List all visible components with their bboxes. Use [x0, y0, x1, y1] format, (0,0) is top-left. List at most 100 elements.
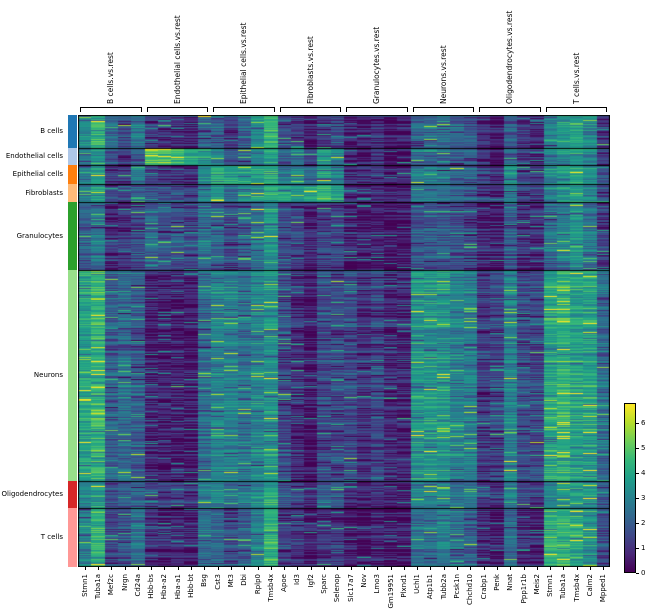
colorbar-tick [636, 423, 639, 424]
gene-label: Chchd10 [466, 574, 475, 605]
gene-tick [550, 567, 551, 570]
gene-label: Slc17a7 [346, 574, 355, 602]
gene-tick [377, 567, 378, 570]
gene-label: Stmn1 [80, 574, 89, 597]
column-bracket-label: Neurons.vs.rest [438, 45, 448, 104]
row-label: Endothelial cells [5, 152, 63, 160]
row-label: Granulocytes [16, 231, 63, 240]
row-label: B cells [40, 127, 63, 135]
gene-tick [151, 567, 152, 570]
row-color-band-segment [68, 148, 77, 165]
gene-label: Rplp0 [253, 574, 262, 595]
gene-label: Sparc [320, 574, 329, 594]
gene-tick [311, 567, 312, 570]
colorbar-tick [636, 498, 639, 499]
colorbar-tick [636, 573, 639, 574]
gene-label: Hba-a2 [160, 574, 169, 600]
gene-tick [178, 567, 179, 570]
gene-label: Cst3 [213, 574, 222, 590]
gene-label: Mt3 [226, 574, 235, 588]
gene-label: Id3 [293, 574, 302, 585]
gene-label: Gm19951 [386, 574, 395, 609]
colorbar-tick [636, 548, 639, 549]
row-color-band-segment [68, 184, 77, 202]
gene-tick [510, 567, 511, 570]
row-color-band-segment [68, 508, 77, 567]
gene-tick [218, 567, 219, 570]
column-bracket [279, 107, 341, 112]
gene-label: Hba-a1 [173, 574, 182, 600]
row-label: Neurons [33, 371, 63, 379]
gene-label: Nnat [506, 574, 515, 591]
column-bracket [346, 107, 408, 112]
gene-tick [444, 567, 445, 570]
gene-label: Bsg [200, 574, 209, 587]
gene-label: Tuba1a [559, 574, 568, 600]
gene-label: Igf2 [306, 574, 315, 588]
colorbar-tick-label: 6 [641, 419, 646, 427]
column-bracket-label: T cells.vs.rest [571, 52, 581, 104]
gene-tick [417, 567, 418, 570]
gene-tick [111, 567, 112, 570]
colorbar-tick-label: 2 [641, 519, 646, 527]
gene-label: Lmo3 [373, 574, 382, 594]
column-bracket-label: Epithelial cells.vs.rest [239, 22, 249, 104]
gene-label: Mef2c [107, 574, 116, 596]
gene-tick [590, 567, 591, 570]
gene-tick [537, 567, 538, 570]
gene-tick [284, 567, 285, 570]
gene-tick [603, 567, 604, 570]
gene-label: Cd24a [133, 574, 142, 597]
row-color-band-segment [68, 165, 77, 184]
column-bracket-label: B cells.vs.rest [106, 52, 116, 104]
gene-tick [98, 567, 99, 570]
gene-tick [271, 567, 272, 570]
gene-label: Nrgn [120, 574, 129, 591]
gene-tick [470, 567, 471, 570]
column-bracket-label: Endothelial cells.vs.rest [172, 15, 182, 104]
row-color-band-segment [68, 202, 77, 270]
column-bracket [479, 107, 541, 112]
gene-label: Pcsk1n [453, 574, 462, 599]
gene-tick [244, 567, 245, 570]
gene-label: Tuba1a [93, 574, 102, 600]
gene-label: Atp1b1 [426, 574, 435, 600]
colorbar-tick-label: 4 [641, 469, 646, 477]
colorbar-tick-label: 3 [641, 494, 646, 502]
gene-tick [204, 567, 205, 570]
gene-label: Crabp1 [479, 574, 488, 600]
colorbar-tick [636, 448, 639, 449]
row-label: Fibroblasts [25, 188, 63, 197]
gene-label: Stmn1 [546, 574, 555, 597]
gene-tick [85, 567, 86, 570]
gene-tick [484, 567, 485, 570]
gene-label: Tmsb4x [266, 574, 275, 602]
gene-label: Dbi [240, 574, 249, 586]
gene-tick [231, 567, 232, 570]
row-color-band-segment [68, 115, 77, 148]
gene-tick [337, 567, 338, 570]
gene-tick [497, 567, 498, 570]
row-label: Oligodendrocytes [1, 490, 63, 498]
gene-label: Selenop [333, 574, 342, 603]
colorbar-tick [636, 473, 639, 474]
colorbar-tick-label: 1 [641, 544, 646, 552]
gene-label: Meis2 [532, 574, 541, 595]
column-bracket [80, 107, 142, 112]
column-bracket [412, 107, 474, 112]
gene-label: Hbb-bt [187, 574, 196, 598]
heatmap-canvas [78, 115, 610, 567]
column-bracket-label: Granulocytes.vs.rest [372, 26, 382, 104]
gene-tick [524, 567, 525, 570]
gene-tick [404, 567, 405, 570]
gene-label: Hbb-bs [147, 574, 156, 599]
column-bracket [545, 107, 607, 112]
column-bracket-label: Fibroblasts.vs.rest [305, 36, 315, 104]
gene-tick [324, 567, 325, 570]
colorbar-tick [636, 523, 639, 524]
row-label: T cells [40, 533, 63, 541]
gene-label: Tubb2a [439, 574, 448, 600]
row-label: Epithelial cells [12, 170, 63, 178]
gene-label: Mpped1 [599, 574, 608, 603]
